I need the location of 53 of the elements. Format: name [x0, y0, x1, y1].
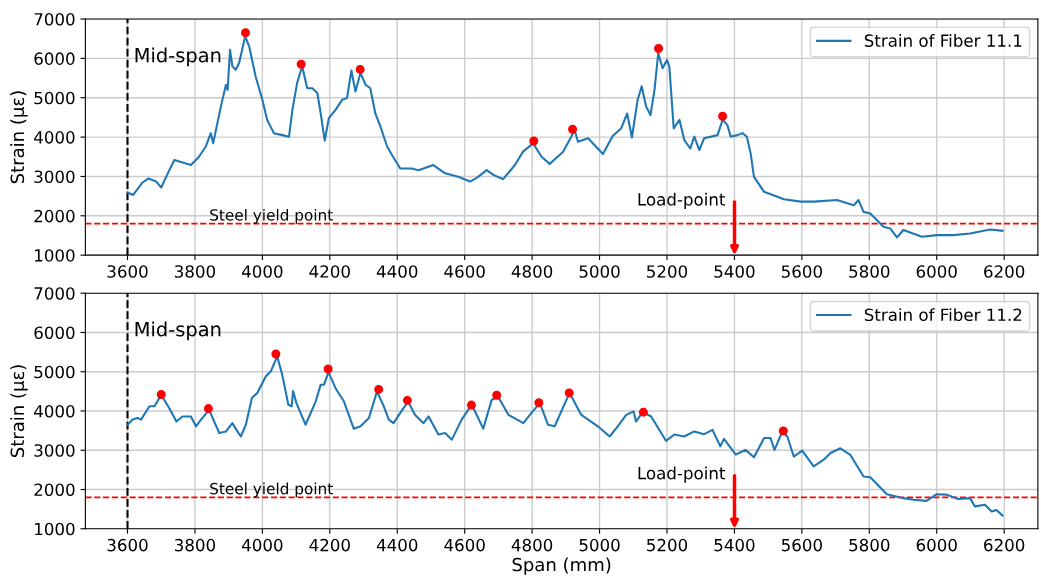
x-tick-label: 4800 [511, 265, 553, 278]
y-tick-label: 2000 [34, 209, 75, 223]
y-tick-label: 6000 [34, 326, 75, 340]
y-tick-label: 3000 [34, 444, 75, 457]
y-tick-label: 4000 [34, 404, 75, 418]
x-tick-label: 4200 [309, 538, 350, 552]
y-tick-label: 1000 [35, 249, 75, 262]
x-tick-label: 4800 [511, 538, 553, 552]
ref-line-label: Mid-span [135, 47, 221, 67]
x-tick-label: 4600 [444, 265, 485, 278]
x-tick-label: 5400 [714, 538, 755, 552]
x-tick-label: 6200 [984, 538, 1025, 552]
x-tick-label: 6200 [984, 265, 1025, 278]
y-tick-label: 3000 [34, 170, 75, 184]
x-tick-label: 3600 [107, 538, 148, 552]
y-tick-label: 1000 [35, 522, 75, 536]
x-tick-label: 4000 [241, 265, 283, 278]
x-tick-label: 6000 [916, 538, 957, 552]
y-axis-title: Strain (με) [10, 365, 28, 458]
ref-line-label: Mid-span [135, 321, 221, 341]
x-tick-label: 4000 [241, 538, 283, 552]
ref-line-label: Steel yield point [210, 482, 333, 498]
y-tick-label: 7000 [34, 12, 75, 26]
x-tick-label: 6000 [916, 265, 957, 278]
y-tick-label: 5000 [34, 91, 75, 105]
x-tick-label: 5400 [714, 265, 755, 278]
x-tick-label: 4600 [444, 538, 485, 552]
x-tick-label: 5000 [579, 538, 620, 552]
x-tick-label: 3800 [175, 538, 216, 552]
y-tick-label: 7000 [34, 287, 75, 300]
x-tick-label: 5000 [579, 265, 620, 278]
x-tick-label: 5200 [647, 538, 688, 552]
x-tick-label: 5800 [849, 538, 890, 552]
x-tick-label: 5600 [781, 265, 822, 278]
x-tick-label: 4200 [309, 265, 350, 278]
x-tick-label: 5200 [647, 265, 688, 278]
x-tick-label: 5600 [781, 538, 822, 552]
x-tick-label: 5800 [849, 265, 890, 278]
y-tick-label: 2000 [34, 483, 75, 497]
ref-line-label: Steel yield point [210, 208, 333, 224]
x-axis-title: Span (mm) [512, 557, 611, 575]
legend-label: Strain of Fiber 11.1 [864, 34, 1022, 47]
y-axis-title: Strain (με) [10, 91, 28, 184]
y-tick-label: 6000 [34, 52, 75, 65]
legend-label: Strain of Fiber 11.2 [864, 308, 1022, 322]
x-tick-label: 3600 [107, 265, 148, 278]
annotation: Load-point [638, 466, 726, 483]
x-tick-label: 3800 [175, 265, 216, 278]
y-tick-label: 4000 [34, 131, 75, 144]
annotation: Load-point [638, 192, 726, 209]
y-tick-label: 5000 [34, 365, 75, 379]
x-tick-label: 4400 [376, 265, 418, 278]
x-tick-label: 4400 [376, 538, 418, 552]
